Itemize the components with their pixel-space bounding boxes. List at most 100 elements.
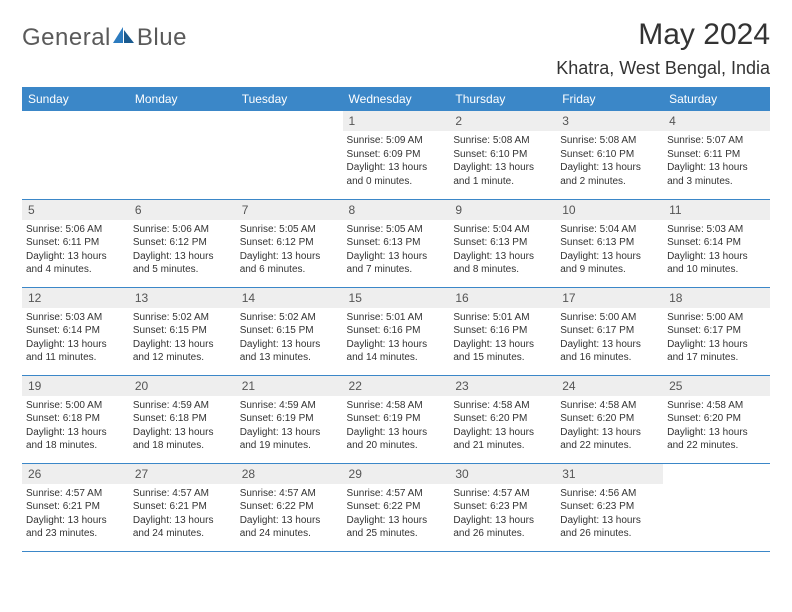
title-block: May 2024 Khatra, West Bengal, India <box>556 18 770 79</box>
day-details: Sunrise: 4:57 AMSunset: 6:23 PMDaylight:… <box>449 484 556 545</box>
day-details: Sunrise: 5:06 AMSunset: 6:11 PMDaylight:… <box>22 220 129 281</box>
day-details: Sunrise: 5:01 AMSunset: 6:16 PMDaylight:… <box>449 308 556 369</box>
day-number: 20 <box>129 376 236 396</box>
sunset-text: Sunset: 6:14 PM <box>26 324 123 338</box>
sunset-text: Sunset: 6:20 PM <box>560 412 657 426</box>
calendar-week-row: 1Sunrise: 5:09 AMSunset: 6:09 PMDaylight… <box>22 111 770 199</box>
sunrise-text: Sunrise: 5:05 AM <box>347 223 444 237</box>
sunrise-text: Sunrise: 5:07 AM <box>667 134 764 148</box>
sunset-text: Sunset: 6:23 PM <box>453 500 550 514</box>
sunset-text: Sunset: 6:11 PM <box>667 148 764 162</box>
sunrise-text: Sunrise: 4:58 AM <box>453 399 550 413</box>
day-details: Sunrise: 4:58 AMSunset: 6:19 PMDaylight:… <box>343 396 450 457</box>
calendar-day-cell <box>22 111 129 199</box>
day-details: Sunrise: 5:08 AMSunset: 6:10 PMDaylight:… <box>449 131 556 192</box>
daylight-line2: and 4 minutes. <box>26 263 123 277</box>
daylight-line1: Daylight: 13 hours <box>453 161 550 175</box>
sunset-text: Sunset: 6:22 PM <box>347 500 444 514</box>
sunset-text: Sunset: 6:15 PM <box>240 324 337 338</box>
daylight-line2: and 15 minutes. <box>453 351 550 365</box>
day-number: 11 <box>663 200 770 220</box>
day-details: Sunrise: 5:03 AMSunset: 6:14 PMDaylight:… <box>663 220 770 281</box>
daylight-line2: and 23 minutes. <box>26 527 123 541</box>
calendar-day-cell: 18Sunrise: 5:00 AMSunset: 6:17 PMDayligh… <box>663 287 770 375</box>
sunrise-text: Sunrise: 4:58 AM <box>667 399 764 413</box>
day-number: 21 <box>236 376 343 396</box>
sunset-text: Sunset: 6:21 PM <box>26 500 123 514</box>
day-number: 17 <box>556 288 663 308</box>
day-details: Sunrise: 5:04 AMSunset: 6:13 PMDaylight:… <box>556 220 663 281</box>
calendar-week-row: 26Sunrise: 4:57 AMSunset: 6:21 PMDayligh… <box>22 463 770 551</box>
calendar-day-cell: 23Sunrise: 4:58 AMSunset: 6:20 PMDayligh… <box>449 375 556 463</box>
weekday-header: Tuesday <box>236 87 343 111</box>
brand-logo: General Blue <box>22 18 187 52</box>
sunrise-text: Sunrise: 4:57 AM <box>240 487 337 501</box>
day-number: 10 <box>556 200 663 220</box>
daylight-line1: Daylight: 13 hours <box>453 426 550 440</box>
sunset-text: Sunset: 6:12 PM <box>240 236 337 250</box>
weekday-header: Sunday <box>22 87 129 111</box>
day-details: Sunrise: 5:09 AMSunset: 6:09 PMDaylight:… <box>343 131 450 192</box>
calendar-day-cell: 16Sunrise: 5:01 AMSunset: 6:16 PMDayligh… <box>449 287 556 375</box>
page-header: General Blue May 2024 Khatra, West Benga… <box>22 18 770 79</box>
daylight-line2: and 22 minutes. <box>560 439 657 453</box>
day-number: 28 <box>236 464 343 484</box>
sail-icon <box>113 27 135 45</box>
day-number: 30 <box>449 464 556 484</box>
day-number: 27 <box>129 464 236 484</box>
daylight-line2: and 19 minutes. <box>240 439 337 453</box>
day-details: Sunrise: 5:06 AMSunset: 6:12 PMDaylight:… <box>129 220 236 281</box>
daylight-line1: Daylight: 13 hours <box>347 514 444 528</box>
calendar-day-cell: 11Sunrise: 5:03 AMSunset: 6:14 PMDayligh… <box>663 199 770 287</box>
sunrise-text: Sunrise: 5:04 AM <box>560 223 657 237</box>
daylight-line2: and 13 minutes. <box>240 351 337 365</box>
daylight-line2: and 24 minutes. <box>240 527 337 541</box>
daylight-line2: and 8 minutes. <box>453 263 550 277</box>
day-details: Sunrise: 4:57 AMSunset: 6:21 PMDaylight:… <box>22 484 129 545</box>
sunrise-text: Sunrise: 5:02 AM <box>133 311 230 325</box>
calendar-day-cell: 30Sunrise: 4:57 AMSunset: 6:23 PMDayligh… <box>449 463 556 551</box>
calendar-day-cell: 1Sunrise: 5:09 AMSunset: 6:09 PMDaylight… <box>343 111 450 199</box>
daylight-line2: and 24 minutes. <box>133 527 230 541</box>
day-details: Sunrise: 4:58 AMSunset: 6:20 PMDaylight:… <box>556 396 663 457</box>
calendar-body: 1Sunrise: 5:09 AMSunset: 6:09 PMDaylight… <box>22 111 770 551</box>
day-number: 3 <box>556 111 663 131</box>
day-number: 1 <box>343 111 450 131</box>
calendar-day-cell: 24Sunrise: 4:58 AMSunset: 6:20 PMDayligh… <box>556 375 663 463</box>
calendar-day-cell: 29Sunrise: 4:57 AMSunset: 6:22 PMDayligh… <box>343 463 450 551</box>
day-number: 31 <box>556 464 663 484</box>
daylight-line2: and 11 minutes. <box>26 351 123 365</box>
calendar-table: SundayMondayTuesdayWednesdayThursdayFrid… <box>22 87 770 552</box>
calendar-day-cell <box>663 463 770 551</box>
calendar-day-cell: 10Sunrise: 5:04 AMSunset: 6:13 PMDayligh… <box>556 199 663 287</box>
sunset-text: Sunset: 6:19 PM <box>347 412 444 426</box>
daylight-line1: Daylight: 13 hours <box>453 514 550 528</box>
sunrise-text: Sunrise: 4:57 AM <box>26 487 123 501</box>
calendar-day-cell: 17Sunrise: 5:00 AMSunset: 6:17 PMDayligh… <box>556 287 663 375</box>
daylight-line1: Daylight: 13 hours <box>667 161 764 175</box>
sunset-text: Sunset: 6:18 PM <box>26 412 123 426</box>
calendar-day-cell: 25Sunrise: 4:58 AMSunset: 6:20 PMDayligh… <box>663 375 770 463</box>
daylight-line1: Daylight: 13 hours <box>667 250 764 264</box>
daylight-line2: and 25 minutes. <box>347 527 444 541</box>
daylight-line1: Daylight: 13 hours <box>560 161 657 175</box>
daylight-line1: Daylight: 13 hours <box>667 426 764 440</box>
sunset-text: Sunset: 6:20 PM <box>667 412 764 426</box>
day-number: 15 <box>343 288 450 308</box>
day-number: 26 <box>22 464 129 484</box>
sunset-text: Sunset: 6:21 PM <box>133 500 230 514</box>
sunrise-text: Sunrise: 5:05 AM <box>240 223 337 237</box>
daylight-line1: Daylight: 13 hours <box>240 338 337 352</box>
calendar-day-cell <box>129 111 236 199</box>
sunset-text: Sunset: 6:17 PM <box>667 324 764 338</box>
day-details: Sunrise: 4:59 AMSunset: 6:19 PMDaylight:… <box>236 396 343 457</box>
day-number: 24 <box>556 376 663 396</box>
daylight-line2: and 9 minutes. <box>560 263 657 277</box>
day-details: Sunrise: 5:00 AMSunset: 6:18 PMDaylight:… <box>22 396 129 457</box>
calendar-header-row: SundayMondayTuesdayWednesdayThursdayFrid… <box>22 87 770 111</box>
weekday-header: Wednesday <box>343 87 450 111</box>
sunset-text: Sunset: 6:23 PM <box>560 500 657 514</box>
daylight-line1: Daylight: 13 hours <box>133 426 230 440</box>
sunrise-text: Sunrise: 5:00 AM <box>26 399 123 413</box>
day-details: Sunrise: 4:57 AMSunset: 6:21 PMDaylight:… <box>129 484 236 545</box>
